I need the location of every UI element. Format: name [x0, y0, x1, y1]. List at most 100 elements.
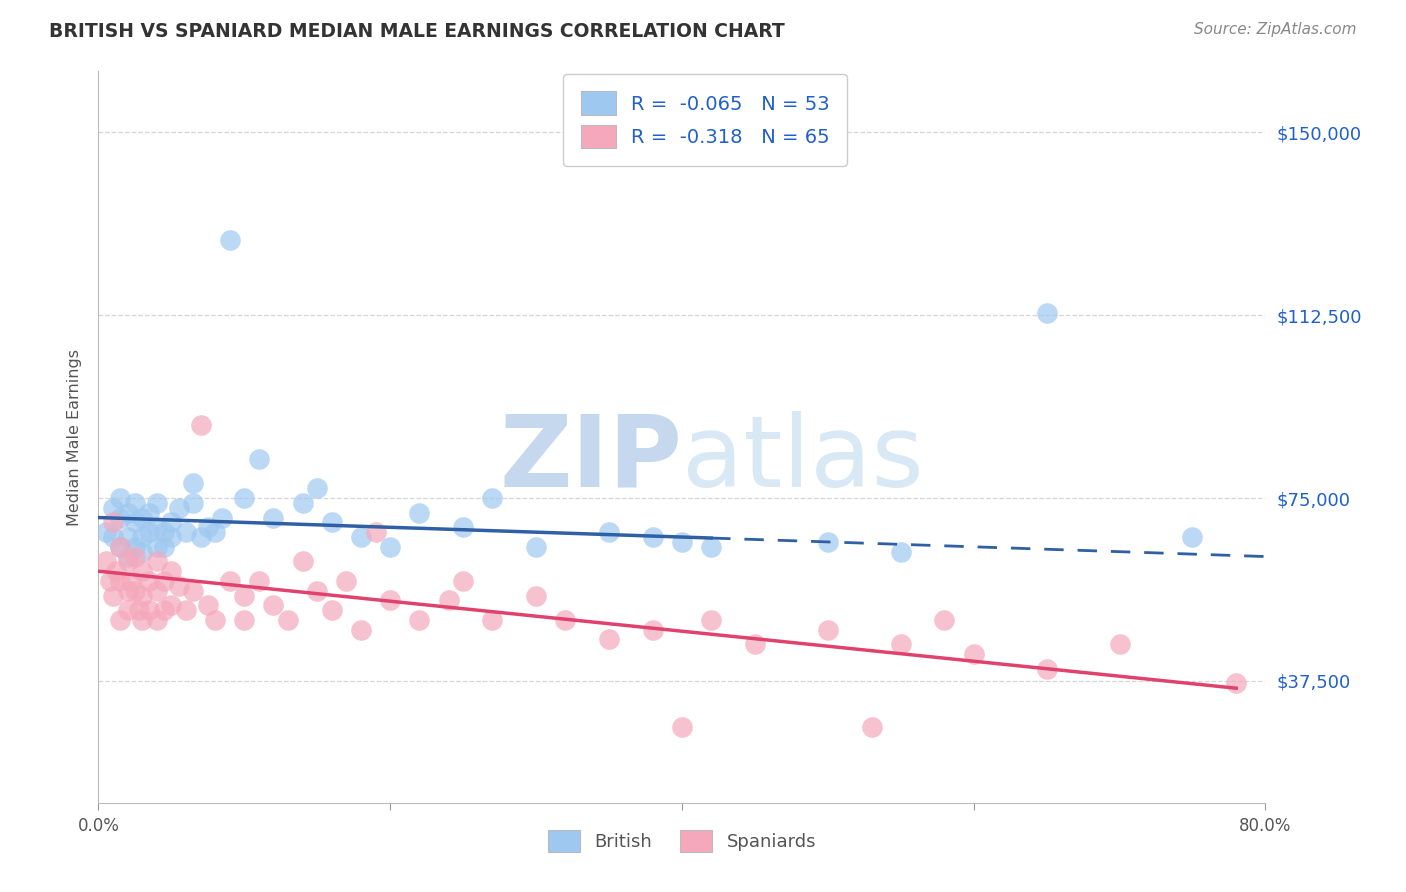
- Point: [321, 603, 343, 617]
- Point: [451, 520, 474, 534]
- Point: [131, 530, 153, 544]
- Legend: British, Spaniards: British, Spaniards: [540, 823, 824, 860]
- Point: [174, 525, 197, 540]
- Point: [307, 481, 329, 495]
- Point: [131, 510, 153, 524]
- Point: [131, 589, 153, 603]
- Text: ZIP: ZIP: [499, 410, 682, 508]
- Point: [262, 599, 284, 613]
- Point: [554, 613, 576, 627]
- Point: [197, 520, 219, 534]
- Point: [262, 510, 284, 524]
- Point: [153, 574, 176, 588]
- Point: [153, 603, 176, 617]
- Point: [962, 647, 984, 661]
- Point: [204, 525, 226, 540]
- Point: [700, 613, 723, 627]
- Point: [94, 525, 117, 540]
- Point: [197, 599, 219, 613]
- Point: [247, 452, 270, 467]
- Point: [160, 599, 183, 613]
- Point: [641, 623, 664, 637]
- Point: [350, 530, 373, 544]
- Point: [890, 637, 912, 651]
- Point: [146, 540, 169, 554]
- Point: [641, 530, 664, 544]
- Point: [110, 510, 132, 524]
- Point: [110, 540, 132, 554]
- Point: [160, 564, 183, 578]
- Point: [890, 544, 912, 558]
- Point: [481, 613, 503, 627]
- Point: [124, 583, 146, 598]
- Point: [94, 554, 117, 568]
- Point: [524, 589, 547, 603]
- Point: [1225, 676, 1247, 690]
- Point: [598, 632, 620, 647]
- Point: [671, 535, 693, 549]
- Point: [181, 583, 204, 598]
- Point: [110, 574, 132, 588]
- Point: [146, 613, 169, 627]
- Point: [307, 583, 329, 598]
- Point: [153, 525, 176, 540]
- Point: [218, 233, 240, 247]
- Point: [181, 496, 204, 510]
- Point: [451, 574, 474, 588]
- Point: [131, 544, 153, 558]
- Point: [1035, 662, 1057, 676]
- Point: [117, 583, 139, 598]
- Point: [124, 516, 146, 530]
- Point: [1035, 306, 1057, 320]
- Point: [146, 496, 169, 510]
- Y-axis label: Median Male Earnings: Median Male Earnings: [67, 349, 83, 525]
- Point: [671, 720, 693, 734]
- Point: [744, 637, 766, 651]
- Point: [817, 623, 839, 637]
- Point: [138, 603, 160, 617]
- Point: [277, 613, 299, 627]
- Point: [408, 613, 430, 627]
- Text: atlas: atlas: [682, 410, 924, 508]
- Point: [101, 516, 124, 530]
- Point: [247, 574, 270, 588]
- Point: [291, 496, 314, 510]
- Point: [167, 500, 190, 515]
- Point: [211, 510, 233, 524]
- Point: [481, 491, 503, 505]
- Point: [524, 540, 547, 554]
- Point: [128, 603, 150, 617]
- Point: [380, 593, 402, 607]
- Point: [218, 574, 240, 588]
- Point: [1181, 530, 1204, 544]
- Point: [120, 574, 142, 588]
- Point: [146, 583, 169, 598]
- Point: [138, 574, 160, 588]
- Point: [233, 491, 256, 505]
- Text: Source: ZipAtlas.com: Source: ZipAtlas.com: [1194, 22, 1357, 37]
- Point: [860, 720, 883, 734]
- Point: [124, 549, 146, 564]
- Point: [124, 496, 146, 510]
- Point: [364, 525, 387, 540]
- Point: [700, 540, 723, 554]
- Point: [117, 506, 139, 520]
- Point: [153, 540, 176, 554]
- Point: [1108, 637, 1130, 651]
- Point: [131, 613, 153, 627]
- Point: [110, 540, 132, 554]
- Point: [160, 530, 183, 544]
- Point: [110, 613, 132, 627]
- Point: [117, 530, 139, 544]
- Point: [321, 516, 343, 530]
- Point: [437, 593, 460, 607]
- Point: [167, 579, 190, 593]
- Point: [190, 417, 212, 432]
- Point: [233, 613, 256, 627]
- Point: [160, 516, 183, 530]
- Point: [934, 613, 956, 627]
- Point: [101, 530, 124, 544]
- Point: [117, 603, 139, 617]
- Point: [380, 540, 402, 554]
- Text: BRITISH VS SPANIARD MEDIAN MALE EARNINGS CORRELATION CHART: BRITISH VS SPANIARD MEDIAN MALE EARNINGS…: [49, 22, 785, 41]
